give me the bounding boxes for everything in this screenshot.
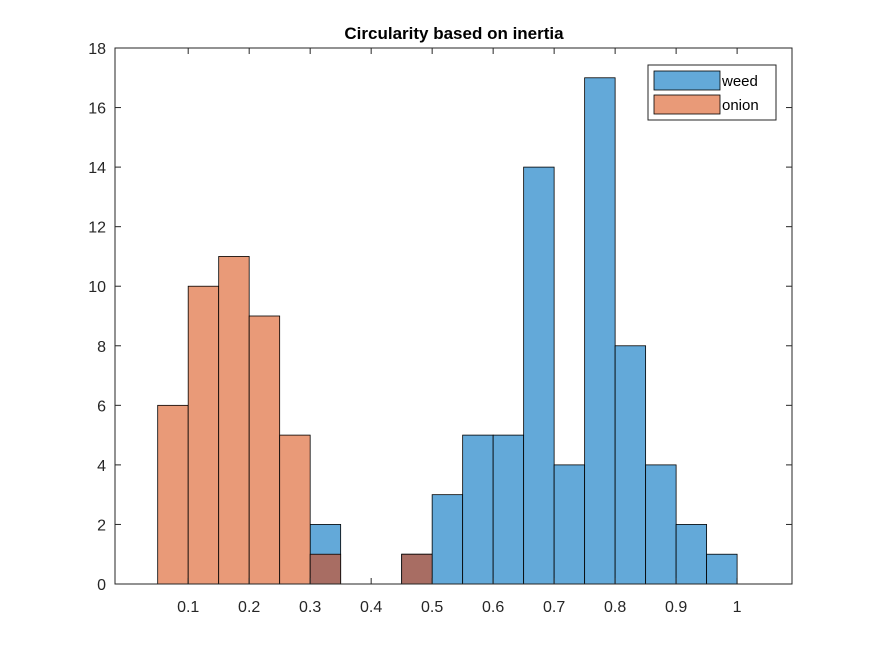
x-tick-label-9: 1 [733, 599, 742, 616]
x-tick-label-4: 0.5 [421, 599, 443, 616]
bar-weed-11 [706, 553, 738, 585]
x-tick-label-1: 0.2 [238, 599, 260, 616]
bar-onion-6 [401, 553, 433, 585]
bar-weed-8 [614, 345, 647, 585]
bar-onion-4 [279, 434, 311, 585]
bar-weed-2 [431, 494, 464, 585]
y-tick-label-9: 18 [88, 41, 106, 58]
bar-onion-0 [157, 404, 189, 585]
legend-label-onion: onion [722, 97, 759, 114]
x-tick-label-6: 0.7 [543, 599, 565, 616]
x-tick-label-2: 0.3 [299, 599, 321, 616]
x-axis: 0.1 0.2 0.3 0.4 0.5 0.6 0.7 0.8 0.9 1 [177, 48, 742, 616]
legend-swatch-onion [653, 94, 721, 115]
x-tick-label-8: 0.9 [665, 599, 687, 616]
bars-layer [157, 77, 738, 585]
bar-weed-5 [523, 166, 555, 585]
x-tick-label-0: 0.1 [177, 599, 199, 616]
bar-weed-3 [462, 434, 494, 585]
y-axis: 0 2 4 6 8 10 12 14 16 18 [88, 41, 792, 594]
x-tick-label-5: 0.6 [482, 599, 504, 616]
x-tick-label-3: 0.4 [360, 599, 382, 616]
bar-weed-6 [553, 464, 586, 585]
y-tick-label-3: 6 [97, 398, 106, 415]
y-tick-label-2: 4 [97, 458, 106, 475]
chart-title: Circularity based on inertia [344, 24, 564, 43]
y-tick-label-1: 2 [97, 517, 106, 534]
bar-onion-3 [248, 315, 281, 585]
legend-label-weed: weed [721, 73, 758, 90]
y-tick-label-8: 16 [88, 101, 106, 118]
bar-weed-4 [492, 434, 525, 585]
x-tick-label-7: 0.8 [604, 599, 626, 616]
bar-weed-10 [675, 524, 708, 585]
bar-weed-7 [584, 77, 616, 585]
legend: weed onion [647, 64, 777, 121]
plot-frame [114, 47, 793, 585]
y-tick-label-0: 0 [97, 577, 106, 594]
y-tick-label-7: 14 [88, 160, 106, 177]
y-tick-label-4: 8 [97, 339, 106, 356]
y-tick-label-6: 12 [88, 220, 106, 237]
bar-onion-5 [309, 553, 342, 585]
bar-onion-2 [218, 256, 250, 585]
legend-swatch-weed [653, 70, 721, 91]
y-tick-label-5: 10 [88, 279, 106, 296]
bar-weed-9 [645, 464, 677, 585]
bar-onion-1 [187, 285, 220, 585]
